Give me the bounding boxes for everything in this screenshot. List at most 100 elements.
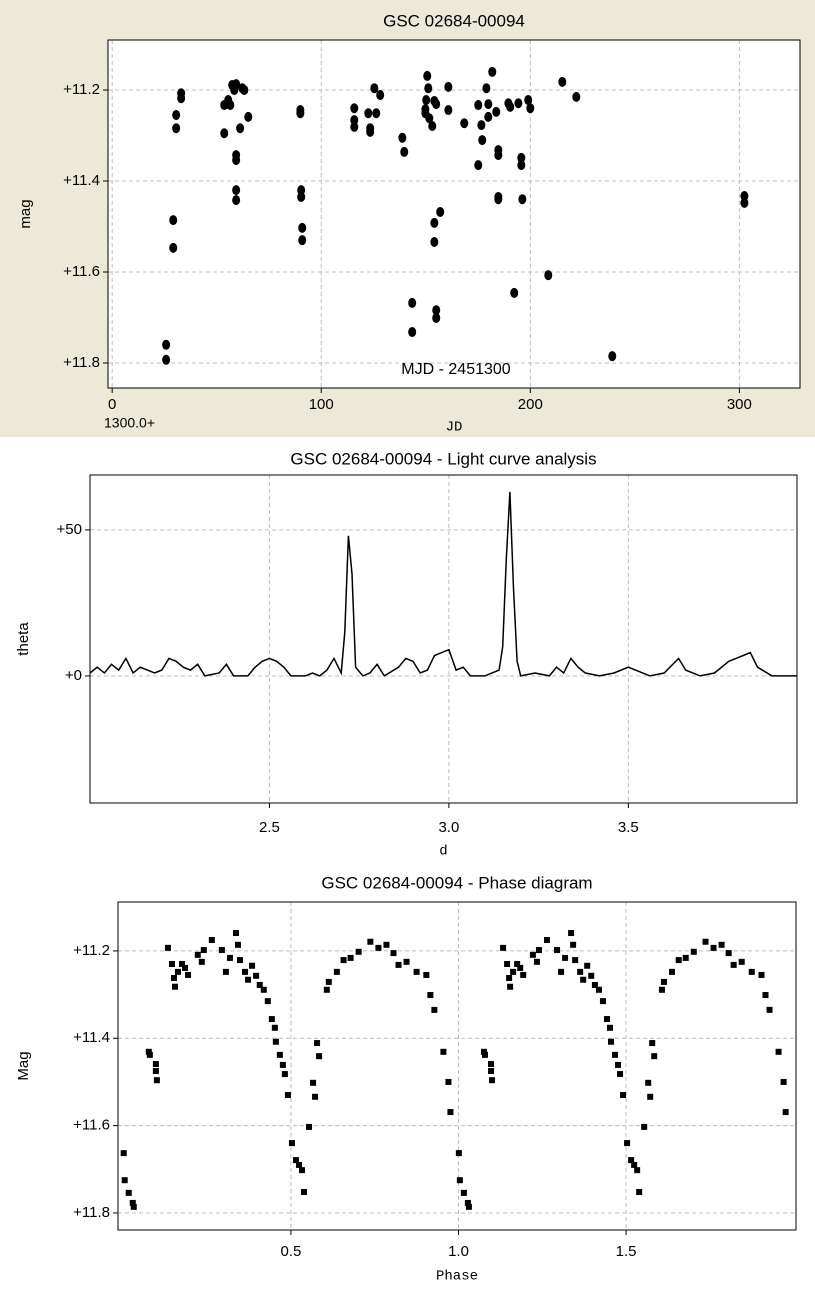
data-point <box>169 215 178 226</box>
data-point <box>355 948 362 955</box>
data-point <box>484 99 493 110</box>
data-point <box>234 941 241 948</box>
data-point <box>208 936 215 943</box>
data-point <box>447 1109 454 1116</box>
data-point <box>460 1189 467 1196</box>
chart-title: GSC 02684-00094 <box>383 11 525 30</box>
data-point <box>218 947 225 954</box>
y-tick-label: +0 <box>65 667 82 684</box>
data-point <box>179 961 186 968</box>
data-point <box>242 968 249 975</box>
data-point <box>276 1051 283 1058</box>
data-point <box>121 1177 128 1184</box>
data-point <box>428 120 437 131</box>
y-tick-label: +11.6 <box>73 1117 110 1134</box>
data-point <box>603 1016 610 1023</box>
data-point <box>245 976 252 983</box>
chart-title: GSC 02684-00094 - Light curve analysis <box>290 449 596 468</box>
data-point <box>347 954 354 961</box>
data-point <box>295 1161 302 1168</box>
data-point <box>145 1048 152 1055</box>
data-point <box>271 1024 278 1031</box>
data-point <box>430 217 439 228</box>
data-point <box>436 206 445 217</box>
data-point <box>232 155 241 166</box>
data-point <box>568 930 575 937</box>
x-tick-label: 100 <box>309 396 334 413</box>
data-point <box>748 968 755 975</box>
data-point <box>146 1051 153 1058</box>
data-point <box>572 91 581 102</box>
data-point <box>588 972 595 979</box>
data-point <box>474 100 483 111</box>
data-point <box>120 1150 127 1157</box>
data-point <box>350 103 359 114</box>
data-point <box>372 108 381 119</box>
data-point <box>226 100 235 111</box>
data-point <box>424 83 433 94</box>
plot-area <box>108 40 800 388</box>
data-point <box>268 1016 275 1023</box>
data-point <box>253 972 260 979</box>
data-point <box>301 1189 308 1196</box>
data-point <box>464 1199 471 1206</box>
data-point <box>264 998 271 1005</box>
data-point <box>481 1051 488 1058</box>
data-point <box>529 951 536 958</box>
data-point <box>488 1068 495 1075</box>
data-point <box>649 1040 656 1047</box>
data-point <box>288 1140 295 1147</box>
data-point <box>524 95 533 106</box>
data-point <box>514 961 521 968</box>
data-point <box>364 108 373 119</box>
plot-border <box>117 901 797 1231</box>
data-point <box>222 968 229 975</box>
plot-area <box>90 475 797 803</box>
data-point <box>232 195 241 206</box>
data-point <box>312 1093 319 1100</box>
data-point <box>488 1061 495 1068</box>
x-tick-label: 0.5 <box>281 1243 302 1260</box>
data-point <box>775 1048 782 1055</box>
data-point <box>232 79 241 90</box>
data-point <box>641 1123 648 1130</box>
data-point <box>408 297 417 308</box>
data-point <box>480 1048 487 1055</box>
data-point <box>172 123 181 134</box>
data-point <box>517 160 526 171</box>
data-point <box>702 938 709 945</box>
y-tick-label: +11.4 <box>63 172 100 189</box>
data-point <box>517 152 526 163</box>
data-point <box>174 968 181 975</box>
y-tick-label: +11.6 <box>63 263 100 280</box>
data-point <box>376 90 385 101</box>
data-point <box>506 974 513 981</box>
x-tick-label: 300 <box>727 396 752 413</box>
data-point <box>762 992 769 999</box>
data-point <box>624 1140 631 1147</box>
data-point <box>492 106 501 117</box>
data-point <box>570 941 577 948</box>
data-point <box>198 958 205 965</box>
data-point <box>543 936 550 943</box>
data-point <box>306 1123 313 1130</box>
data-point <box>323 986 330 993</box>
data-point <box>520 971 527 978</box>
data-point <box>518 194 527 205</box>
data-point <box>220 128 229 139</box>
y-tick-label: +50 <box>57 521 82 538</box>
data-point <box>177 93 186 104</box>
y-axis-label: theta <box>15 622 32 656</box>
data-point <box>631 1161 638 1168</box>
data-point <box>310 1079 317 1086</box>
data-point <box>690 948 697 955</box>
data-point <box>612 1051 619 1058</box>
data-point <box>383 941 390 948</box>
x-axis-label: d <box>439 844 447 860</box>
data-point <box>236 123 245 134</box>
data-point <box>162 339 171 350</box>
data-point <box>780 1078 787 1085</box>
data-point <box>432 99 441 110</box>
x-tick-label: 3.5 <box>618 819 639 836</box>
data-point <box>554 947 561 954</box>
